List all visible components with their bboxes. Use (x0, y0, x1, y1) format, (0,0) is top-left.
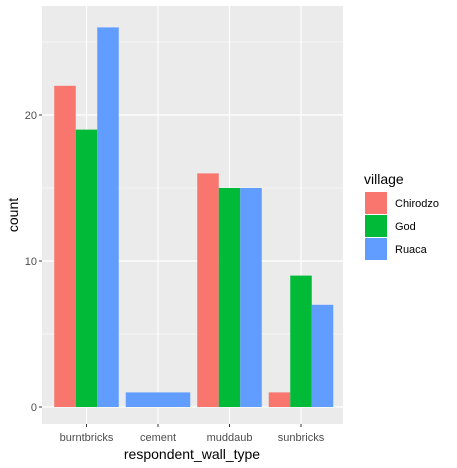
legend-title: village (364, 171, 404, 187)
x-tick-label: cement (140, 432, 176, 444)
legend-items: Chirodzo God Ruaca (365, 192, 439, 260)
legend: village Chirodzo God Ruaca (364, 171, 439, 260)
bar-ruaca-cement (125, 392, 191, 407)
bar-god-sunbricks (290, 275, 312, 407)
bar-ruaca-sunbricks (311, 304, 334, 407)
x-axis: burntbricks cement muddaub sunbricks (60, 424, 325, 444)
x-tick-label: burntbricks (60, 432, 114, 444)
x-tick-label: sunbricks (278, 432, 325, 444)
y-axis: 0 10 20 (25, 110, 42, 414)
legend-label-ruaca: Ruaca (395, 244, 428, 256)
legend-label-chirodzo: Chirodzo (395, 198, 439, 210)
x-tick-label: muddaub (207, 432, 253, 444)
bar-chirodzo-burntbricks (54, 85, 76, 408)
legend-key-ruaca (365, 238, 387, 260)
bar-god-muddaub (218, 188, 241, 407)
bar-chirodzo-muddaub (197, 173, 219, 407)
bar-chirodzo-sunbricks (268, 392, 291, 407)
legend-label-god: God (395, 221, 416, 233)
y-tick-label: 0 (31, 402, 37, 414)
bar-god-burntbricks (75, 129, 98, 407)
y-tick-label: 10 (25, 256, 37, 268)
y-axis-title: count (5, 198, 21, 232)
legend-key-chirodzo (365, 192, 387, 214)
y-tick-label: 20 (25, 110, 37, 122)
bar-ruaca-muddaub (240, 188, 262, 407)
x-axis-title: respondent_wall_type (124, 446, 260, 462)
legend-key-god (365, 215, 387, 237)
bar-ruaca-burntbricks (97, 27, 119, 408)
bars (54, 27, 334, 408)
